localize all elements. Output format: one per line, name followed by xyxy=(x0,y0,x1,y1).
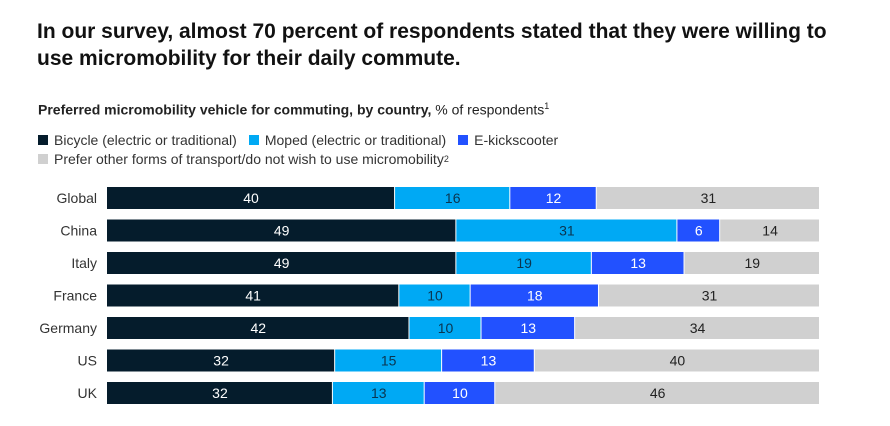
legend-label-moped: Moped (electric or traditional) xyxy=(264,132,447,148)
value-label-global-other: 31 xyxy=(701,190,717,206)
value-label-china-moped: 31 xyxy=(559,223,575,239)
bar-china-moped xyxy=(456,219,677,242)
legend-item-kickscooter: E-kickscooter xyxy=(458,132,558,148)
value-label-china-bicycle: 49 xyxy=(274,223,290,239)
bar-italy-kickscooter xyxy=(591,252,684,274)
value-label-us-kickscooter: 13 xyxy=(481,353,497,369)
bar-uk-other xyxy=(495,382,819,404)
bar-china-other xyxy=(720,219,819,242)
bar-global-kickscooter xyxy=(510,187,596,209)
legend-swatch-kickscooter xyxy=(458,135,469,145)
category-label-china: China xyxy=(60,223,97,239)
bar-france-kickscooter xyxy=(470,284,598,307)
value-label-germany-moped: 10 xyxy=(438,320,454,336)
category-label-us: US xyxy=(78,353,97,369)
bar-uk-moped xyxy=(332,382,424,404)
bar-uk-bicycle xyxy=(107,382,332,404)
bar-italy-bicycle xyxy=(107,252,456,274)
value-label-italy-kickscooter: 13 xyxy=(630,255,646,271)
bar-uk-kickscooter xyxy=(424,382,495,404)
value-label-china-kickscooter: 6 xyxy=(695,223,703,239)
legend-swatch-moped xyxy=(248,135,259,145)
legend-swatch-bicycle xyxy=(38,135,48,145)
legend-row-2: Prefer other forms of transport/do not w… xyxy=(38,151,461,167)
value-label-us-other: 40 xyxy=(670,353,686,369)
value-label-uk-bicycle: 32 xyxy=(212,385,228,401)
value-label-germany-bicycle: 42 xyxy=(250,320,266,336)
value-label-germany-other: 34 xyxy=(690,320,706,336)
bar-france-moped xyxy=(399,284,470,307)
legend-item-other: Prefer other forms of transport/do not w… xyxy=(38,151,449,167)
bar-us-other xyxy=(534,349,819,372)
bar-global-moped xyxy=(395,187,510,209)
bar-germany-kickscooter xyxy=(481,317,575,339)
bar-global-other xyxy=(596,187,819,209)
legend-item-moped: Moped (electric or traditional) xyxy=(248,132,447,148)
value-label-france-moped: 10 xyxy=(427,288,443,304)
bar-germany-moped xyxy=(409,317,481,339)
bar-italy-moped xyxy=(456,252,591,274)
value-label-global-kickscooter: 12 xyxy=(546,190,562,206)
category-label-uk: UK xyxy=(78,385,98,401)
legend-label-bicycle: Bicycle (electric or traditional) xyxy=(54,132,237,148)
category-label-italy: Italy xyxy=(71,255,97,271)
bar-france-bicycle xyxy=(107,284,399,307)
subtitle-footnote: 1 xyxy=(544,101,550,111)
value-label-uk-kickscooter: 10 xyxy=(452,385,468,401)
value-label-italy-moped: 19 xyxy=(516,255,532,271)
headline: In our survey, almost 70 percent of resp… xyxy=(37,20,827,70)
value-label-uk-moped: 13 xyxy=(371,385,387,401)
legend-label-kickscooter: E-kickscooter xyxy=(474,132,559,148)
bar-us-bicycle xyxy=(107,349,335,372)
value-label-germany-kickscooter: 13 xyxy=(521,320,537,336)
bar-us-moped xyxy=(335,349,442,372)
bar-china-kickscooter xyxy=(677,219,720,242)
value-label-france-other: 31 xyxy=(702,288,718,304)
bar-france-other xyxy=(598,284,819,307)
subtitle-unit: % of respondents xyxy=(431,101,545,118)
value-label-france-bicycle: 41 xyxy=(245,288,261,304)
value-label-france-kickscooter: 18 xyxy=(527,288,543,304)
category-label-germany: Germany xyxy=(39,320,97,336)
subtitle-bold: Preferred micromobility vehicle for comm… xyxy=(38,101,432,118)
bar-china-bicycle xyxy=(107,219,456,242)
value-label-us-moped: 15 xyxy=(381,353,397,369)
legend-item-bicycle: Bicycle (electric or traditional) xyxy=(38,132,237,148)
legend-footnote-other: 2 xyxy=(443,154,449,164)
value-label-italy-bicycle: 49 xyxy=(274,255,290,271)
bar-us-kickscooter xyxy=(442,349,534,372)
bar-germany-other xyxy=(575,317,819,339)
value-label-italy-other: 19 xyxy=(744,255,760,271)
value-label-global-bicycle: 40 xyxy=(243,190,259,206)
value-label-us-bicycle: 32 xyxy=(213,353,229,369)
category-label-global: Global xyxy=(57,190,97,206)
legend-swatch-other xyxy=(38,154,48,164)
bar-italy-other xyxy=(684,252,819,274)
legend-row-1: Bicycle (electric or traditional) Moped … xyxy=(38,132,570,148)
value-label-uk-other: 46 xyxy=(650,385,666,401)
value-label-global-moped: 16 xyxy=(445,190,461,206)
bar-global-bicycle xyxy=(107,187,395,209)
category-label-france: France xyxy=(53,288,97,304)
chart-subtitle: Preferred micromobility vehicle for comm… xyxy=(38,101,549,118)
legend-label-other: Prefer other forms of transport/do not w… xyxy=(54,151,444,167)
value-label-china-other: 14 xyxy=(762,223,778,239)
bar-germany-bicycle xyxy=(107,317,409,339)
